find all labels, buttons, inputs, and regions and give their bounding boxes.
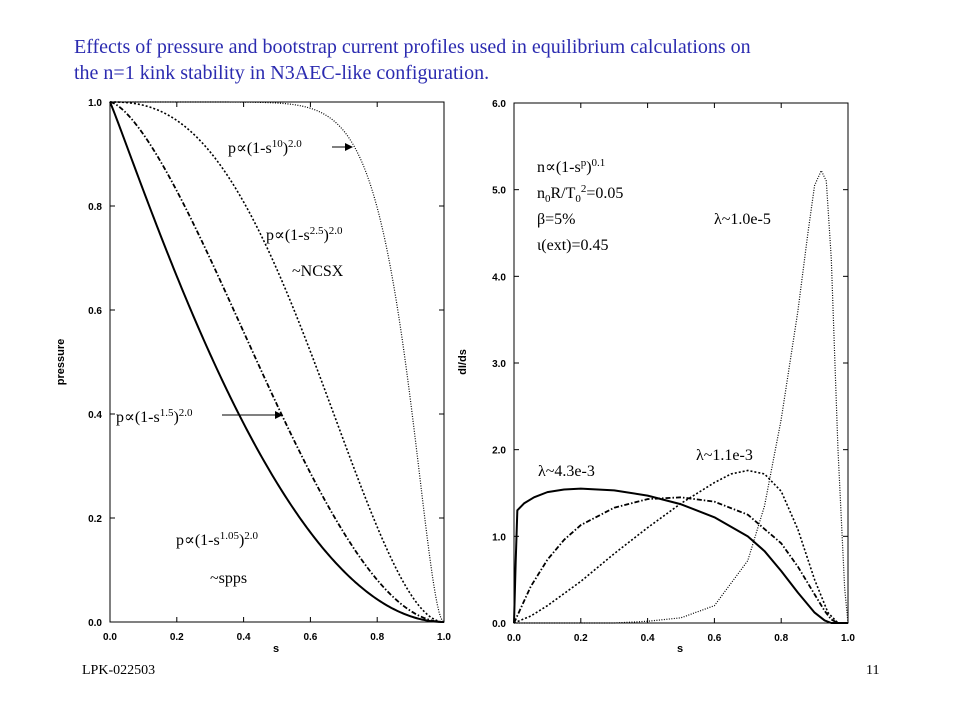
left-x-tick-label: 0.0: [103, 632, 117, 643]
left-y-tick-label: 1.0: [88, 98, 102, 109]
title-line-1: Effects of pressure and bootstrap curren…: [74, 36, 751, 58]
annotation-p105: p∝(1-s1.05)2.0: [176, 530, 259, 549]
right-series-line-3: [513, 469, 848, 624]
right-y-axis-label: dI/ds: [457, 349, 469, 375]
right-y-tick-label: 4.0: [492, 272, 506, 283]
right-series-line-4: [514, 170, 849, 624]
left-series-line-4: [110, 101, 445, 623]
annotation-lambda-1-1e-3: λ~1.1e-3: [696, 447, 753, 464]
left-x-tick-label: 0.4: [237, 632, 251, 643]
footer-page-number: 11: [866, 663, 880, 678]
annotation-n0: n0R/T02=0.05: [537, 183, 623, 205]
right-x-tick-label: 0.8: [774, 633, 788, 644]
left-y-tick-label: 0.8: [88, 202, 102, 213]
annotation-ncsx: ~NCSX: [292, 263, 344, 280]
right-series-line-1: [513, 487, 848, 624]
right-y-tick-label: 1.0: [492, 532, 506, 543]
right-x-tick-label: 0.6: [707, 633, 721, 644]
right-x-tick-label: 0.0: [507, 633, 521, 644]
annotation-iota: ι(ext)=0.45: [537, 237, 609, 254]
left-y-tick-label: 0.6: [88, 306, 102, 317]
left-x-tick-label: 1.0: [437, 632, 451, 643]
left-y-axis-label: pressure: [55, 339, 67, 385]
annotation-lambda-4-3e-3: λ~4.3e-3: [538, 463, 595, 480]
left-plot-frame: [109, 101, 445, 623]
right-y-tick-label: 3.0: [492, 359, 506, 370]
right-x-tick-label: 0.2: [574, 633, 588, 644]
annotation-beta: β=5%: [537, 211, 576, 228]
left-x-tick-label: 0.8: [370, 632, 384, 643]
right-x-tick-label: 1.0: [841, 633, 855, 644]
left-series-line-1: [109, 101, 445, 623]
right-x-axis-label: s: [677, 643, 683, 655]
annotation-spps: ~spps: [210, 570, 247, 587]
title-line-2: the n=1 kink stability in N3AEC-like con…: [74, 62, 490, 84]
right-y-tick-label: 6.0: [492, 99, 506, 110]
footer-slide-id: LPK-022503: [82, 663, 156, 678]
left-x-axis-label: s: [273, 643, 279, 655]
left-x-tick-label: 0.6: [303, 632, 317, 643]
left-y-tick-label: 0.2: [88, 514, 102, 525]
right-x-tick-label: 0.4: [641, 633, 655, 644]
right-y-tick-label: 2.0: [492, 446, 506, 457]
annotation-p10: p∝(1-s10)2.0: [228, 138, 302, 157]
right-plot-frame: [513, 102, 849, 624]
annotation-p25: p∝(1-s2.5)2.0: [266, 225, 343, 244]
left-x-tick-label: 0.2: [170, 632, 184, 643]
annotation-n-profile: n∝(1-sp)0.1: [537, 157, 605, 176]
left-series-line-2: [109, 101, 445, 623]
left-series-line-3: [110, 101, 445, 623]
left-y-tick-label: 0.4: [88, 410, 102, 421]
annotation-p15: p∝(1-s1.5)2.0: [116, 407, 193, 426]
right-y-tick-label: 5.0: [492, 186, 506, 197]
page-title: Effects of pressure and bootstrap curren…: [74, 34, 914, 86]
right-y-tick-label: 0.0: [492, 619, 506, 630]
left-y-tick-label: 0.0: [88, 618, 102, 629]
right-series-line-2: [513, 496, 848, 624]
annotation-lambda-1e-5: λ~1.0e-5: [714, 211, 771, 228]
